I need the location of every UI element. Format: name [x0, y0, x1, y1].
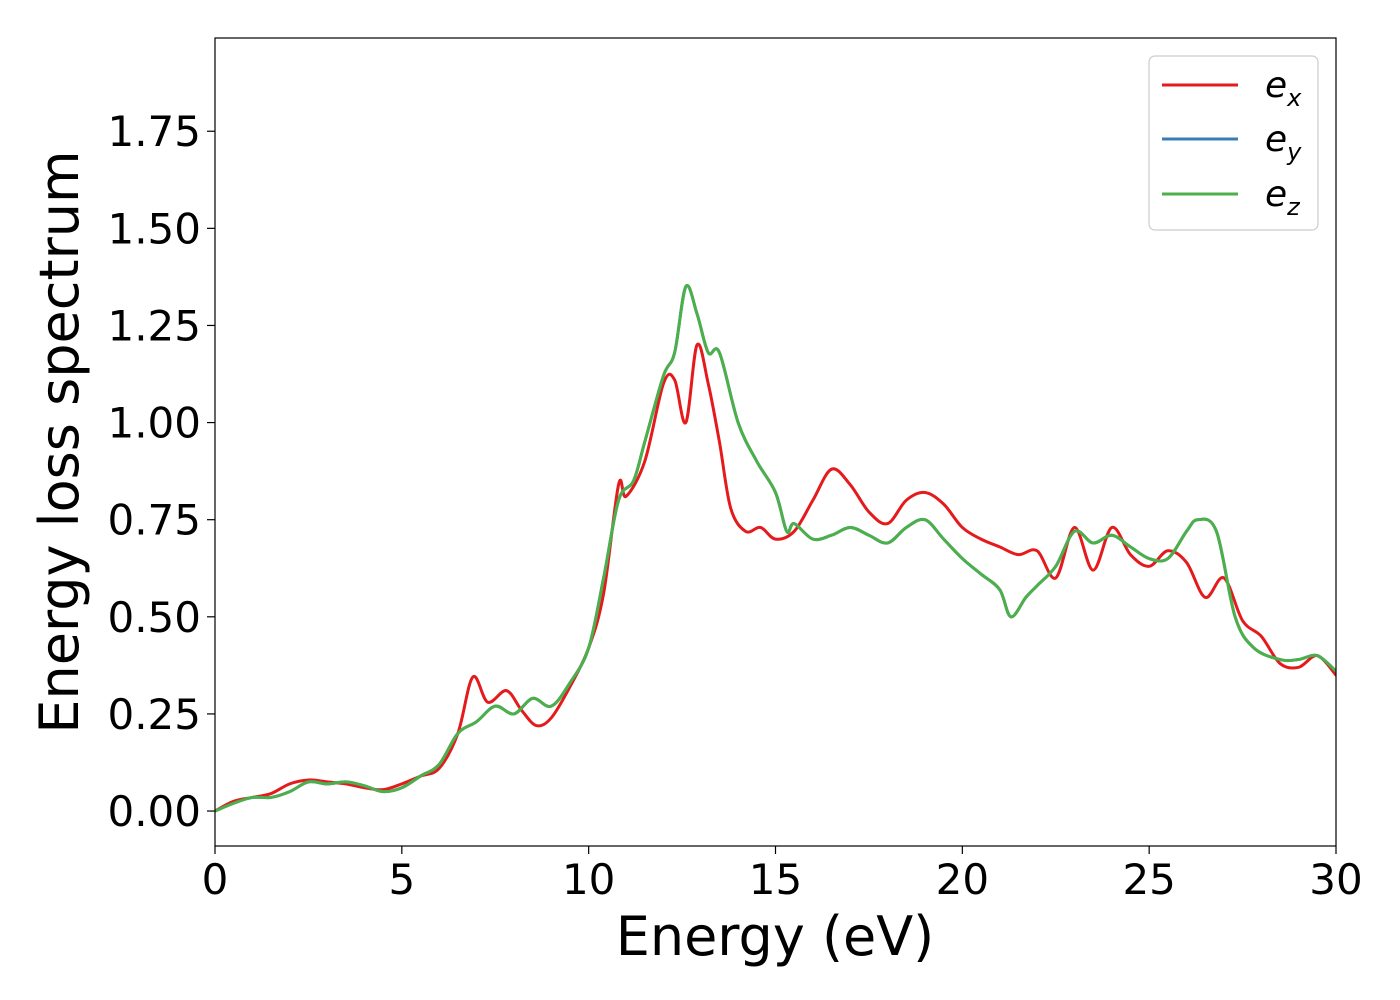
legend: ex ey ez — [1148, 55, 1319, 231]
y-axis: 0.00 0.25 0.50 0.75 1.00 1.25 1.50 1.75 — [107, 107, 215, 836]
series-line-z — [215, 283, 1336, 813]
y-tick-label: 1.25 — [107, 301, 201, 350]
y-tick-label: 0.25 — [107, 690, 201, 739]
x-tick-label: 20 — [936, 855, 989, 904]
x-tick-label: 5 — [388, 855, 415, 904]
y-tick-label: 1.00 — [107, 399, 201, 448]
plot-lines — [215, 283, 1336, 813]
x-axis-label: Energy (eV) — [616, 905, 935, 968]
legend-label-x: ex — [1265, 65, 1302, 112]
y-tick-label: 0.50 — [107, 593, 201, 642]
legend-label-z: ez — [1265, 174, 1301, 221]
legend-box — [1148, 55, 1319, 231]
y-tick-label: 1.75 — [107, 107, 201, 156]
x-axis: 0 5 10 15 20 25 30 — [202, 846, 1363, 904]
y-tick-label: 0.00 — [107, 787, 201, 836]
x-tick-label: 30 — [1309, 855, 1362, 904]
x-tick-label: 25 — [1122, 855, 1175, 904]
x-tick-label: 10 — [562, 855, 615, 904]
x-tick-label: 0 — [202, 855, 229, 904]
y-tick-label: 0.75 — [107, 496, 201, 545]
legend-label-y: ey — [1265, 119, 1302, 166]
y-tick-label: 1.50 — [107, 204, 201, 253]
y-axis-label: Energy loss spectrum — [28, 150, 91, 733]
x-tick-label: 15 — [749, 855, 802, 904]
